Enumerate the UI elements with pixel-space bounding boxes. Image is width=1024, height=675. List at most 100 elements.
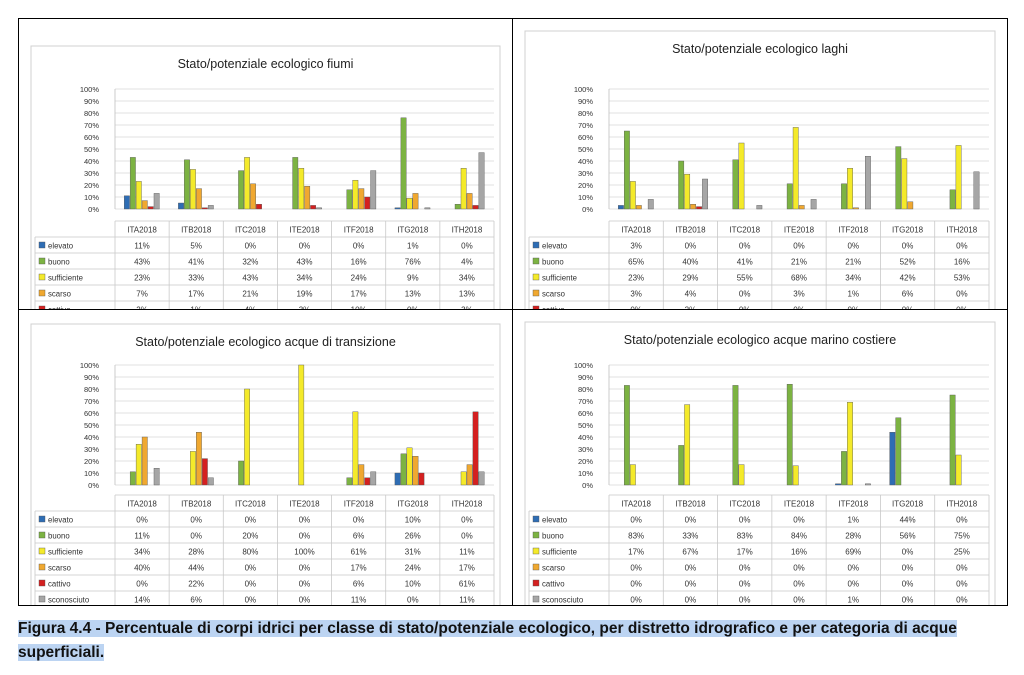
bar-sufficiente-ITF2018 [847, 167, 853, 210]
bar-buono-ITG2018 [400, 453, 407, 486]
data-label: 11% [459, 548, 474, 557]
legend-key-sufficiente [532, 273, 540, 281]
legend-key-sufficiente [532, 547, 540, 555]
data-label: 25% [954, 548, 970, 557]
bar-buono-ITE2018 [786, 383, 793, 486]
data-label: 0% [739, 306, 751, 310]
x-tick-label: ITG2018 [892, 226, 924, 235]
bar-sconosciuto-ITB2018 [207, 205, 214, 210]
legend-label-cattivo: cattivo [542, 580, 565, 589]
bar-buono-ITA2018 [129, 471, 136, 486]
data-label: 0% [956, 290, 968, 299]
y-tick-label: 0% [582, 205, 593, 214]
data-label: 10% [405, 516, 421, 525]
data-label: 0% [136, 580, 148, 589]
x-tick-label: ITH2018 [947, 226, 978, 235]
x-tick-label: ITE2018 [784, 500, 815, 509]
chart-title: Stato/potenziale ecologico fiumi [178, 57, 354, 71]
data-label: 3% [630, 290, 642, 299]
legend-key-scarso [38, 563, 46, 571]
data-label: 3% [299, 306, 311, 310]
bar-scarso-ITF2018 [358, 464, 365, 486]
chart-panel-fiumi: Stato/potenziale ecologico fiumi 0% 10% 20%… [18, 18, 513, 310]
y-tick-label: 10% [84, 193, 99, 202]
bar-buono-ITH2018 [454, 203, 461, 210]
data-label: 17% [351, 290, 367, 299]
y-tick-label: 30% [578, 445, 593, 454]
y-tick-label: 70% [578, 121, 593, 130]
bar-sconosciuto-ITF2018 [865, 483, 871, 486]
data-label: 17% [737, 548, 753, 557]
bar-sconosciuto-ITA2018 [153, 467, 160, 486]
data-label: 21% [242, 290, 258, 299]
data-label: 34% [134, 548, 150, 557]
x-tick-label: ITB2018 [675, 226, 706, 235]
x-tick-label: ITH2018 [452, 226, 483, 235]
data-label: 100% [294, 548, 314, 557]
figure-caption-text: Figura 4.4 - Percentuale di corpi idrici… [18, 620, 957, 661]
bar-sufficiente-ITB2018 [684, 404, 691, 486]
y-tick-label: 40% [578, 157, 593, 166]
bar-buono-ITH2018 [949, 189, 956, 210]
data-label: 40% [682, 258, 698, 267]
chart-panel-laghi: Stato/potenziale ecologico laghi 0% 10% 20%… [512, 18, 1008, 310]
y-tick-label: 100% [80, 361, 100, 370]
y-tick-label: 80% [84, 385, 99, 394]
legend-label-sconosciuto: sconosciuto [542, 596, 584, 605]
data-label: 6% [353, 580, 365, 589]
data-label: 0% [739, 242, 751, 251]
y-tick-label: 40% [84, 433, 99, 442]
data-label: 14% [134, 596, 150, 605]
x-tick-label: ITH2018 [452, 500, 483, 509]
legend-label-cattivo: cattivo [48, 306, 71, 310]
data-label: 40% [134, 564, 150, 573]
bar-sconosciuto-ITF2018 [370, 170, 377, 210]
x-tick-label: ITF2018 [838, 500, 868, 509]
data-label: 0% [353, 516, 365, 525]
data-label: 0% [299, 532, 311, 541]
bar-sufficiente-ITB2018 [684, 173, 691, 210]
data-label: 11% [134, 242, 149, 251]
bar-sufficiente-ITF2018 [352, 411, 359, 486]
x-tick-label: ITF2018 [838, 226, 868, 235]
bar-sufficiente-ITA2018 [629, 181, 636, 210]
data-label: 44% [188, 564, 204, 573]
data-label: 0% [739, 516, 751, 525]
data-label: 84% [791, 532, 807, 541]
legend-label-buono: buono [48, 532, 70, 541]
y-tick-label: 50% [84, 145, 99, 154]
bar-elevato-ITB2018 [178, 202, 184, 210]
y-tick-label: 100% [574, 361, 594, 370]
y-tick-label: 0% [582, 481, 593, 490]
data-label: 0% [299, 516, 311, 525]
data-label: 69% [845, 548, 861, 557]
legend-key-buono [532, 531, 540, 539]
data-label: 23% [134, 274, 150, 283]
y-tick-label: 100% [80, 85, 100, 94]
bar-scarso-ITC2018 [250, 183, 256, 210]
bar-sufficiente-ITG2018 [406, 197, 413, 210]
y-tick-label: 50% [84, 421, 99, 430]
bar-cattivo-ITF2018 [364, 477, 371, 486]
bar-scarso-ITG2018 [412, 455, 419, 486]
legend-key-sufficiente [38, 547, 46, 555]
legend-key-elevato [38, 241, 46, 249]
bar-cattivo-ITB2018 [201, 458, 208, 486]
y-tick-label: 90% [84, 97, 99, 106]
data-label: 0% [630, 564, 642, 573]
data-label: 0% [956, 306, 968, 310]
data-label: 44% [900, 516, 916, 525]
data-label: 43% [134, 258, 150, 267]
y-tick-label: 100% [574, 85, 594, 94]
chart-acque-marino-costiere: Stato/potenziale ecologico acque marino … [524, 321, 996, 605]
x-tick-label: ITG2018 [397, 226, 429, 235]
data-label: 0% [685, 242, 697, 251]
bar-sufficiente-ITB2018 [190, 169, 196, 210]
bar-sufficiente-ITE2018 [298, 167, 305, 210]
bar-sufficiente-ITH2018 [460, 167, 467, 210]
y-tick-label: 90% [578, 97, 593, 106]
chart-frame [30, 45, 501, 309]
legend-label-elevato: elevato [542, 516, 568, 525]
bar-buono-ITG2018 [895, 417, 902, 486]
data-label: 0% [793, 580, 805, 589]
